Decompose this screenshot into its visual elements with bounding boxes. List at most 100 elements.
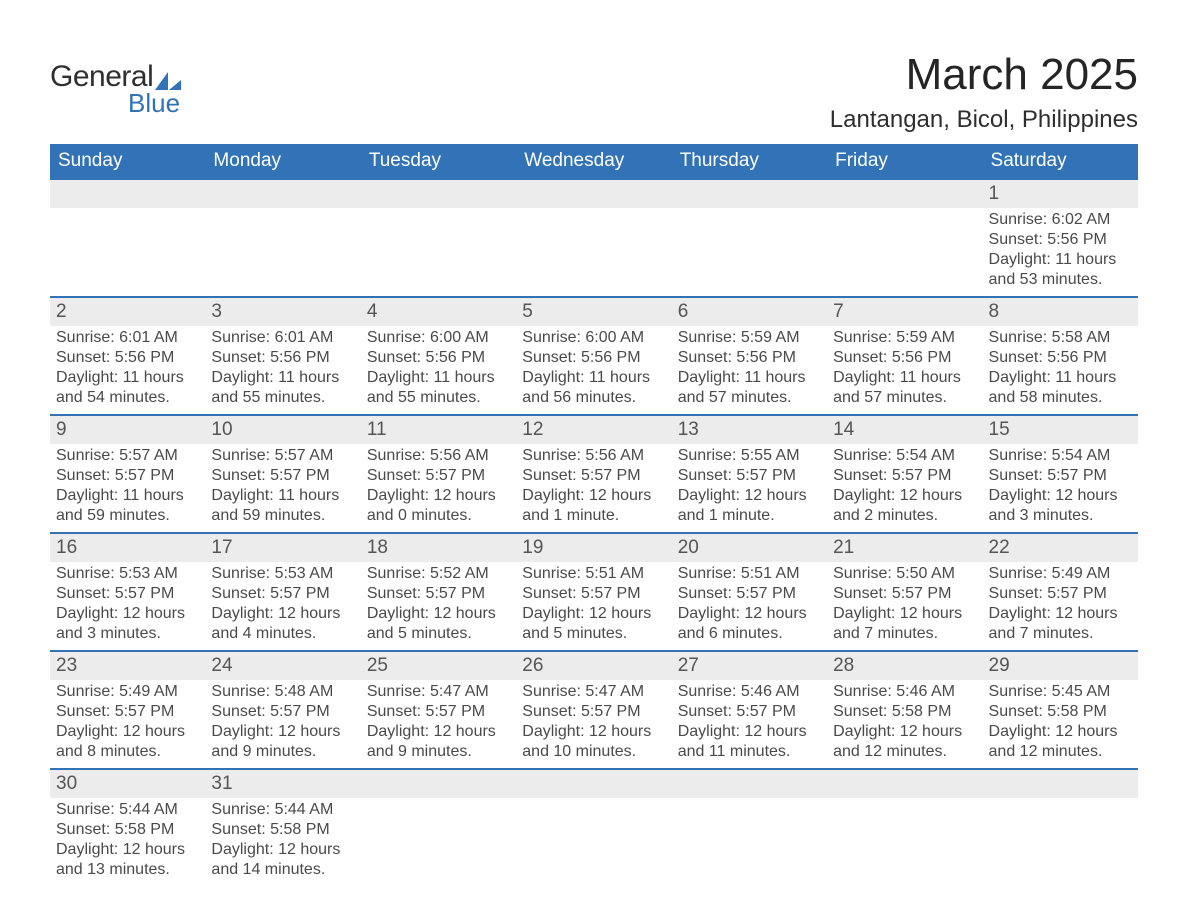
- day-detail-line: and 8 minutes.: [56, 742, 199, 762]
- day-detail-line: Sunset: 5:57 PM: [367, 584, 510, 604]
- day-detail-line: Daylight: 12 hours: [522, 722, 665, 742]
- day-detail-line: Sunset: 5:57 PM: [522, 702, 665, 722]
- day-detail-line: Daylight: 12 hours: [678, 604, 821, 624]
- day-detail-line: Daylight: 12 hours: [211, 840, 354, 860]
- daynum-row: 2345678: [50, 297, 1138, 326]
- day-detail-line: Sunrise: 5:47 AM: [522, 682, 665, 702]
- day-detail-line: Daylight: 12 hours: [678, 722, 821, 742]
- day-detail-line: Sunset: 5:58 PM: [211, 820, 354, 840]
- day-detail-cell: Sunrise: 5:52 AMSunset: 5:57 PMDaylight:…: [361, 562, 516, 651]
- day-detail-line: Sunrise: 5:57 AM: [211, 446, 354, 466]
- day-detail-cell: Sunrise: 5:54 AMSunset: 5:57 PMDaylight:…: [983, 444, 1138, 533]
- day-detail-line: and 6 minutes.: [678, 624, 821, 644]
- day-detail-cell: Sunrise: 5:51 AMSunset: 5:57 PMDaylight:…: [516, 562, 671, 651]
- day-detail-line: Sunset: 5:57 PM: [56, 584, 199, 604]
- day-number-cell: 10: [205, 415, 360, 444]
- day-detail-line: Daylight: 12 hours: [367, 604, 510, 624]
- day-detail-line: and 57 minutes.: [678, 388, 821, 408]
- detail-row: Sunrise: 6:01 AMSunset: 5:56 PMDaylight:…: [50, 326, 1138, 415]
- day-detail-line: Sunset: 5:57 PM: [833, 584, 976, 604]
- weekday-header: Thursday: [672, 144, 827, 179]
- day-detail-line: and 9 minutes.: [367, 742, 510, 762]
- day-detail-line: Daylight: 11 hours: [989, 250, 1132, 270]
- weekday-header: Friday: [827, 144, 982, 179]
- day-number-cell: 31: [205, 769, 360, 798]
- day-detail-line: Sunset: 5:57 PM: [678, 466, 821, 486]
- day-number-cell: 6: [672, 297, 827, 326]
- day-detail-line: and 53 minutes.: [989, 270, 1132, 290]
- weekday-header: Sunday: [50, 144, 205, 179]
- detail-row: Sunrise: 5:49 AMSunset: 5:57 PMDaylight:…: [50, 680, 1138, 769]
- day-detail-cell: Sunrise: 5:47 AMSunset: 5:57 PMDaylight:…: [361, 680, 516, 769]
- day-detail-line: Sunrise: 5:53 AM: [56, 564, 199, 584]
- day-detail-line: Sunset: 5:56 PM: [833, 348, 976, 368]
- day-detail-cell: Sunrise: 5:56 AMSunset: 5:57 PMDaylight:…: [516, 444, 671, 533]
- day-detail-line: Sunrise: 5:44 AM: [56, 800, 199, 820]
- day-number-cell: 14: [827, 415, 982, 444]
- day-detail-line: Sunset: 5:57 PM: [367, 702, 510, 722]
- day-number-cell: 19: [516, 533, 671, 562]
- day-detail-line: Sunrise: 5:49 AM: [56, 682, 199, 702]
- day-number-cell: [983, 769, 1138, 798]
- day-number-cell: 9: [50, 415, 205, 444]
- day-number-cell: 4: [361, 297, 516, 326]
- day-number-cell: 23: [50, 651, 205, 680]
- day-number-cell: 26: [516, 651, 671, 680]
- day-number-cell: 25: [361, 651, 516, 680]
- day-detail-line: Sunrise: 5:45 AM: [989, 682, 1132, 702]
- day-detail-line: Daylight: 11 hours: [211, 368, 354, 388]
- day-detail-line: Sunset: 5:58 PM: [833, 702, 976, 722]
- day-detail-line: Sunset: 5:56 PM: [522, 348, 665, 368]
- day-detail-line: Sunset: 5:56 PM: [989, 230, 1132, 250]
- day-detail-line: Sunrise: 6:01 AM: [211, 328, 354, 348]
- day-number-cell: 3: [205, 297, 360, 326]
- day-detail-line: and 1 minute.: [678, 506, 821, 526]
- day-detail-line: Daylight: 12 hours: [989, 486, 1132, 506]
- day-detail-line: and 12 minutes.: [833, 742, 976, 762]
- day-number-cell: 5: [516, 297, 671, 326]
- detail-row: Sunrise: 5:57 AMSunset: 5:57 PMDaylight:…: [50, 444, 1138, 533]
- day-detail-line: Sunrise: 6:02 AM: [989, 210, 1132, 230]
- day-detail-line: and 3 minutes.: [989, 506, 1132, 526]
- day-detail-line: and 7 minutes.: [989, 624, 1132, 644]
- day-detail-cell: Sunrise: 6:02 AMSunset: 5:56 PMDaylight:…: [983, 208, 1138, 297]
- day-detail-line: Sunset: 5:57 PM: [211, 702, 354, 722]
- day-detail-line: and 56 minutes.: [522, 388, 665, 408]
- day-detail-line: Sunrise: 5:58 AM: [989, 328, 1132, 348]
- day-detail-cell: Sunrise: 5:56 AMSunset: 5:57 PMDaylight:…: [361, 444, 516, 533]
- day-detail-line: and 59 minutes.: [211, 506, 354, 526]
- day-detail-line: and 9 minutes.: [211, 742, 354, 762]
- daynum-row: 1: [50, 179, 1138, 208]
- day-detail-line: Sunset: 5:56 PM: [989, 348, 1132, 368]
- day-detail-line: Sunrise: 5:49 AM: [989, 564, 1132, 584]
- weekday-header: Wednesday: [516, 144, 671, 179]
- day-detail-line: Sunrise: 6:01 AM: [56, 328, 199, 348]
- day-detail-cell: [205, 208, 360, 297]
- day-detail-line: Sunset: 5:58 PM: [56, 820, 199, 840]
- day-detail-line: Daylight: 12 hours: [56, 722, 199, 742]
- day-detail-line: Daylight: 12 hours: [211, 722, 354, 742]
- calendar-table: Sunday Monday Tuesday Wednesday Thursday…: [50, 144, 1138, 886]
- day-number-cell: 21: [827, 533, 982, 562]
- day-detail-line: Daylight: 11 hours: [56, 368, 199, 388]
- day-detail-cell: Sunrise: 5:46 AMSunset: 5:57 PMDaylight:…: [672, 680, 827, 769]
- day-detail-line: Sunrise: 5:48 AM: [211, 682, 354, 702]
- day-detail-line: Sunrise: 5:54 AM: [833, 446, 976, 466]
- day-detail-line: Daylight: 12 hours: [367, 486, 510, 506]
- day-detail-cell: [827, 208, 982, 297]
- weekday-header-row: Sunday Monday Tuesday Wednesday Thursday…: [50, 144, 1138, 179]
- day-detail-line: Sunset: 5:56 PM: [367, 348, 510, 368]
- day-detail-line: Sunset: 5:57 PM: [367, 466, 510, 486]
- day-detail-cell: Sunrise: 5:49 AMSunset: 5:57 PMDaylight:…: [983, 562, 1138, 651]
- day-number-cell: 30: [50, 769, 205, 798]
- day-detail-line: Daylight: 12 hours: [56, 604, 199, 624]
- day-detail-line: Sunrise: 5:55 AM: [678, 446, 821, 466]
- day-number-cell: 18: [361, 533, 516, 562]
- day-number-cell: [361, 179, 516, 208]
- day-detail-line: Sunset: 5:56 PM: [56, 348, 199, 368]
- day-number-cell: [672, 769, 827, 798]
- day-detail-cell: [516, 798, 671, 886]
- day-detail-line: Daylight: 12 hours: [833, 486, 976, 506]
- day-detail-line: Daylight: 12 hours: [833, 604, 976, 624]
- day-detail-line: and 57 minutes.: [833, 388, 976, 408]
